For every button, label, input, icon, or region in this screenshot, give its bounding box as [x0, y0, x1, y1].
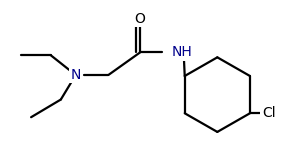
Text: Cl: Cl — [262, 106, 275, 120]
Text: N: N — [71, 68, 81, 82]
Text: O: O — [134, 12, 146, 26]
Text: NH: NH — [172, 45, 193, 59]
